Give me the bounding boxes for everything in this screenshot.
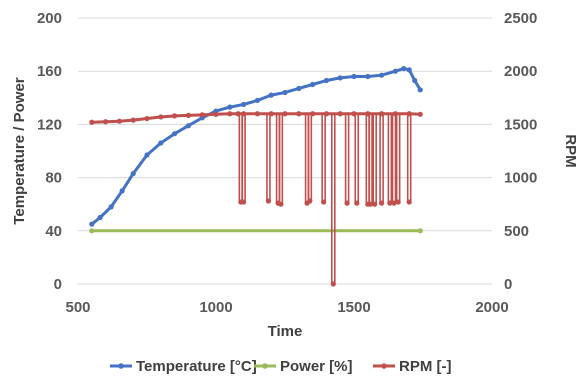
y-right-tick-label: 2000: [504, 63, 537, 80]
data-point: [185, 112, 191, 118]
gridlines: [78, 17, 492, 285]
data-point: [227, 104, 233, 110]
x-tick-label: 500: [65, 299, 90, 316]
data-point: [307, 198, 313, 204]
y-right-tick-label: 1000: [504, 170, 537, 187]
data-point: [412, 77, 418, 84]
data-point: [158, 140, 164, 146]
series-line: [90, 67, 422, 226]
data-point: [130, 117, 136, 123]
data-point: [89, 119, 95, 125]
legend: Temperature [°C] Power [%] RPM [-]: [110, 358, 452, 375]
data-point: [97, 214, 103, 221]
data-point: [144, 115, 150, 122]
data-point: [379, 72, 385, 78]
y-left-tick-label: 80: [45, 170, 62, 187]
data-point: [406, 199, 412, 205]
x-tick-label: 1000: [199, 299, 232, 316]
data-point: [185, 123, 191, 129]
y-left-tick-label: 200: [37, 10, 62, 27]
data-point: [417, 228, 423, 234]
data-point: [172, 113, 178, 119]
y-axis-right-title: RPM: [562, 134, 579, 167]
data-point: [265, 198, 272, 204]
series-layer: [89, 65, 423, 287]
data-point: [278, 201, 284, 207]
data-point: [103, 119, 109, 125]
legend-marker: [118, 363, 124, 369]
data-point: [108, 204, 114, 210]
data-point: [158, 114, 164, 120]
y-left-tick-label: 160: [37, 63, 62, 80]
data-point: [254, 97, 260, 104]
data-point: [351, 73, 357, 80]
y-axis-left-title: Temperature / Power: [11, 77, 28, 224]
data-point: [344, 200, 350, 206]
data-point: [310, 81, 316, 88]
data-point: [401, 65, 407, 72]
legend-label: Temperature [°C]: [136, 358, 257, 375]
data-point: [379, 200, 385, 206]
series-2: [89, 111, 423, 287]
data-point: [365, 73, 371, 80]
x-tick-label: 2000: [475, 299, 508, 316]
data-point: [392, 68, 398, 74]
legend-item: RPM [-]: [373, 358, 452, 375]
y-right-tick-label: 2500: [504, 10, 537, 27]
data-point: [241, 101, 247, 108]
legend-label: Power [%]: [280, 358, 353, 375]
data-point: [417, 87, 423, 93]
data-point: [89, 221, 95, 227]
data-point: [227, 111, 233, 117]
data-point: [296, 85, 302, 92]
data-point: [89, 228, 95, 234]
data-point: [241, 199, 247, 205]
y-right-tick-label: 500: [504, 223, 529, 240]
data-point: [323, 77, 329, 84]
legend-marker: [262, 363, 268, 369]
x-tick-label: 1500: [337, 299, 370, 316]
y-left-tick-label: 120: [37, 116, 62, 133]
legend-label: RPM [-]: [399, 358, 452, 375]
y-right-tick-label: 0: [504, 276, 512, 293]
y-right-tick-label: 1500: [504, 116, 537, 133]
data-point: [296, 111, 302, 117]
y-left-tick-label: 40: [45, 223, 62, 240]
data-point: [172, 131, 178, 137]
data-point: [130, 171, 136, 177]
data-point: [354, 200, 360, 206]
legend-item: Power [%]: [254, 358, 353, 375]
data-point: [391, 200, 397, 206]
data-point: [387, 200, 393, 206]
data-point: [417, 111, 423, 117]
data-point: [395, 199, 401, 205]
data-point: [321, 199, 327, 205]
data-point: [372, 201, 378, 207]
data-point: [213, 111, 219, 117]
data-point: [282, 89, 288, 96]
x-axis-title: Time: [268, 323, 303, 340]
legend-item: Temperature [°C]: [110, 358, 257, 375]
data-point: [116, 118, 122, 124]
data-point: [337, 75, 343, 81]
data-point: [199, 112, 205, 118]
y-left-tick-label: 0: [54, 276, 62, 293]
data-point: [406, 67, 412, 73]
data-point: [367, 201, 374, 207]
data-point: [337, 111, 343, 117]
data-point: [144, 152, 150, 158]
data-point: [282, 111, 288, 117]
series-1: [89, 228, 423, 234]
axes: Temperature / Power RPM Time 0 40 80 120 160…: [11, 10, 579, 340]
data-point: [119, 188, 125, 194]
legend-marker: [381, 363, 387, 369]
data-point: [268, 92, 274, 98]
data-point: [254, 111, 260, 117]
data-point: [330, 281, 336, 287]
